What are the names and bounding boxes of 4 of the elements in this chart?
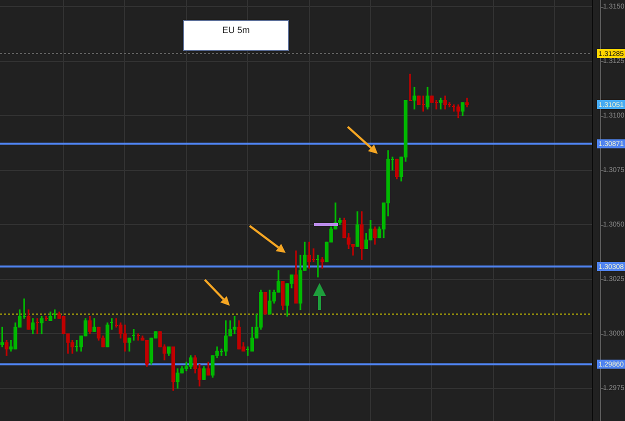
candlestick: [316, 254, 319, 278]
candlestick: [409, 74, 412, 101]
candlestick: [45, 316, 48, 321]
text: EU 5m: [222, 25, 250, 35]
